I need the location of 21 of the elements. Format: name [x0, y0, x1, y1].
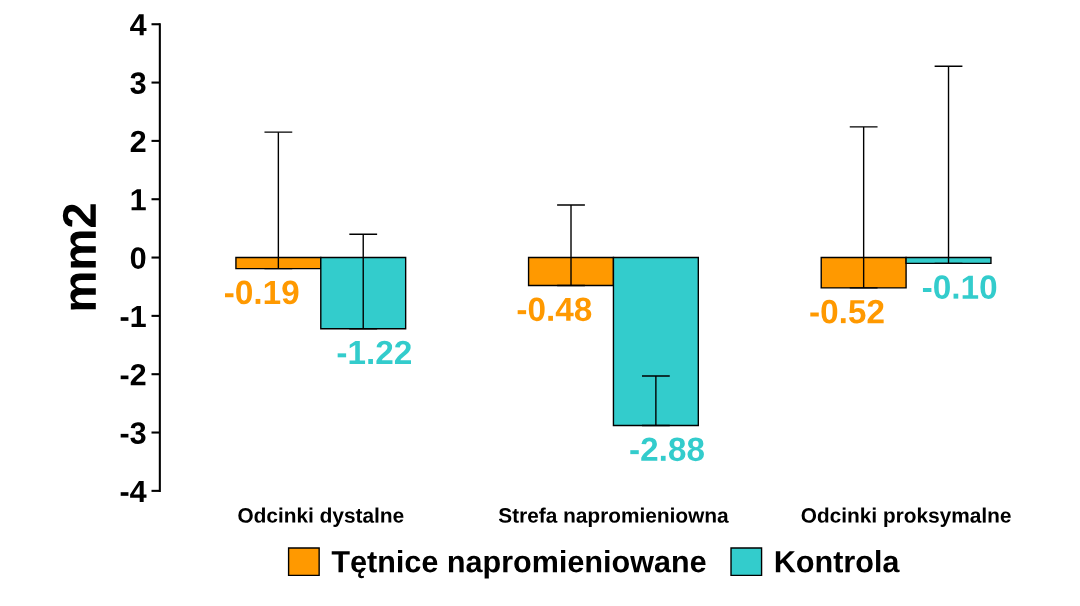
y-tick-label: 0	[130, 247, 146, 269]
y-tick-label: 4	[130, 14, 147, 36]
data-label: -0.19	[225, 280, 299, 305]
y-tick-label: 2	[130, 130, 146, 152]
data-label: -2.88	[630, 437, 704, 462]
legend-label: Tętnice napromieniowane	[331, 550, 706, 579]
x-tick-label: Odcinki dystalne	[238, 507, 404, 527]
y-tick-label: 3	[130, 72, 146, 94]
y-tick-label: -2	[120, 363, 146, 386]
y-tick-label: -4	[120, 480, 147, 502]
data-label: -0.10	[922, 275, 997, 299]
x-tick-label: Odcinki proksymalne	[801, 507, 1011, 527]
data-label: -1.22	[337, 340, 411, 364]
y-tick-label: -1	[120, 305, 146, 327]
y-axis-title: mm2	[62, 204, 96, 310]
data-label: -0.52	[810, 299, 884, 324]
y-tick-label: 1	[131, 189, 146, 211]
x-tick-label: Strefa napromieniowna	[498, 507, 729, 527]
y-tick-label: -3	[120, 422, 146, 444]
legend-label: Kontrola	[775, 550, 900, 573]
data-label: -0.48	[517, 297, 592, 322]
